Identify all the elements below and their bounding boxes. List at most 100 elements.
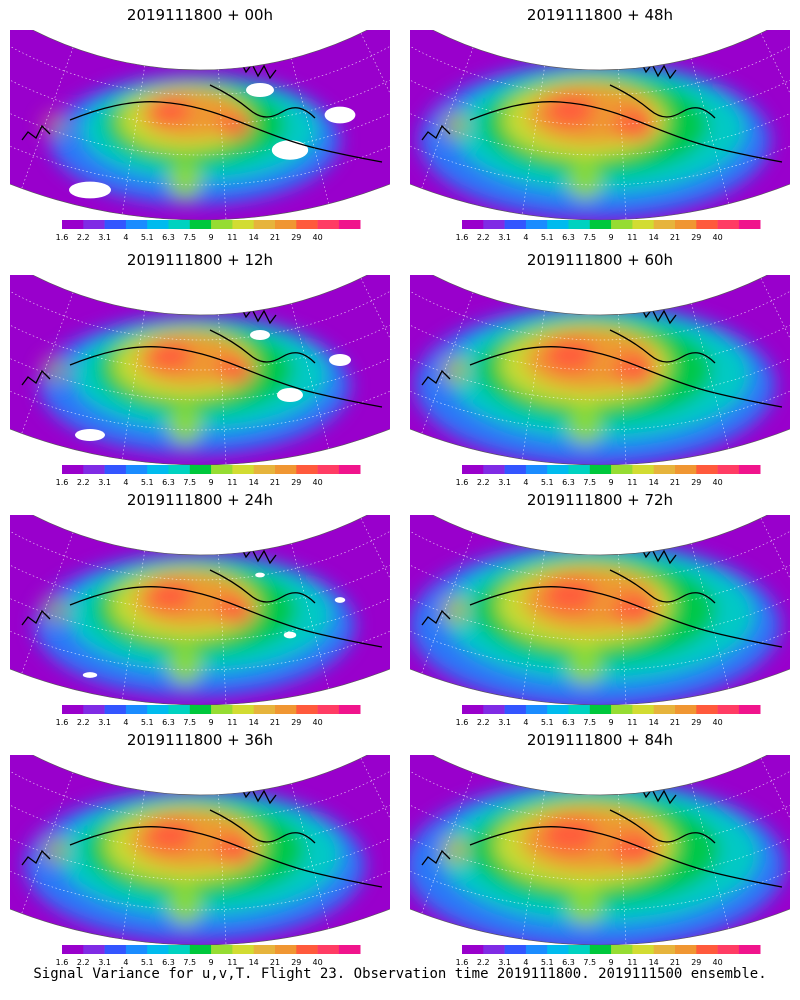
colorbar-swatch <box>547 705 569 714</box>
colorbar-swatch <box>483 945 505 954</box>
colorbar-swatch <box>696 705 718 714</box>
colorbar-swatch <box>189 705 212 714</box>
colorbar-swatch <box>275 465 297 474</box>
colorbar-swatch <box>83 945 105 954</box>
colorbar-label: 29 <box>691 958 701 967</box>
colorbar-swatch <box>62 705 84 714</box>
figure-caption: Signal Variance for u,v,T. Flight 23. Ob… <box>33 966 767 982</box>
coastline <box>421 784 783 888</box>
colorbar-label: 2.2 <box>77 233 90 242</box>
colorbar-swatch <box>296 465 318 474</box>
colorbar-swatch <box>589 220 612 229</box>
variance-field <box>410 275 790 465</box>
colorbar-swatch <box>738 220 761 229</box>
colorbar-swatch <box>104 945 127 954</box>
colorbar-swatch <box>675 465 697 474</box>
coastline <box>421 59 783 163</box>
colorbar-swatch <box>547 220 569 229</box>
colorbar-swatch <box>653 705 676 714</box>
colorbar-label: 6.3 <box>162 718 175 727</box>
colorbar-label: 6.3 <box>162 958 175 967</box>
colorbar-label: 1.6 <box>56 958 69 967</box>
colorbar-swatch <box>717 220 740 229</box>
panel-title: 2019111800 + 84h <box>526 731 674 749</box>
colorbar-label: 40 <box>713 958 723 967</box>
colorbar-swatch <box>653 465 676 474</box>
colorbar-label: 9 <box>609 478 614 487</box>
coastline <box>21 304 383 408</box>
colorbar-label: 11 <box>227 718 237 727</box>
colorbar-label: 1.6 <box>56 478 69 487</box>
colorbar-label: 7.5 <box>583 233 596 242</box>
colorbar: 1.6 2.2 3.1 4 5.1 6.3 7.5 9 11 14 21 29 40 <box>56 705 361 727</box>
colorbar-label: 1.6 <box>56 718 69 727</box>
colorbar-label: 3.1 <box>498 958 511 967</box>
colorbar: 1.6 2.2 3.1 4 5.1 6.3 7.5 9 11 14 21 29 40 <box>456 465 761 487</box>
colorbar-label: 2.2 <box>477 958 490 967</box>
colorbar-label: 40 <box>713 478 723 487</box>
colorbar-swatch <box>83 705 105 714</box>
colorbar-label: 21 <box>670 718 680 727</box>
colorbar-swatch <box>462 705 484 714</box>
colorbar-label: 9 <box>609 233 614 242</box>
colorbar-label: 1.6 <box>56 233 69 242</box>
colorbar-label: 2.2 <box>477 233 490 242</box>
colorbar-swatch <box>611 945 633 954</box>
variance-map <box>10 515 390 706</box>
colorbar-swatch <box>275 705 297 714</box>
colorbar-label: 9 <box>609 718 614 727</box>
colorbar-label: 7.5 <box>583 718 596 727</box>
colorbar-swatch <box>483 220 505 229</box>
colorbar-swatch <box>504 220 527 229</box>
colorbar-label: 2.2 <box>77 718 90 727</box>
colorbar-label: 2.2 <box>477 718 490 727</box>
variance-field <box>10 755 390 945</box>
colorbar-label: 40 <box>313 718 323 727</box>
variance-field <box>410 515 790 705</box>
colorbar-label: 40 <box>313 958 323 967</box>
colorbar-swatch <box>696 465 718 474</box>
colorbar-swatch <box>168 465 191 474</box>
colorbar-swatch <box>738 945 761 954</box>
colorbar-swatch <box>589 465 612 474</box>
colorbar-swatch <box>104 220 127 229</box>
variance-map <box>10 755 390 946</box>
colorbar-swatch <box>462 465 484 474</box>
variance-field <box>410 30 790 220</box>
colorbar-label: 1.6 <box>456 233 469 242</box>
colorbar-label: 21 <box>670 958 680 967</box>
colorbar-label: 21 <box>670 233 680 242</box>
colorbar-swatch <box>525 705 548 714</box>
panel-title: 2019111800 + 60h <box>526 251 674 269</box>
colorbar-swatch <box>62 945 84 954</box>
colorbar-label: 21 <box>270 958 280 967</box>
colorbar-label: 14 <box>649 958 659 967</box>
colorbar: 1.6 2.2 3.1 4 5.1 6.3 7.5 9 11 14 21 29 40 <box>456 220 761 242</box>
variance-field <box>10 275 390 465</box>
colorbar-swatch <box>296 705 318 714</box>
colorbar-swatch <box>211 945 233 954</box>
colorbar-label: 3.1 <box>498 478 511 487</box>
colorbar-label: 2.2 <box>77 958 90 967</box>
colorbar-swatch <box>189 465 212 474</box>
colorbar-label: 6.3 <box>562 478 575 487</box>
colorbar-label: 40 <box>313 478 323 487</box>
variance-map <box>10 30 390 221</box>
colorbar-swatch <box>125 705 148 714</box>
colorbar-label: 1.6 <box>456 478 469 487</box>
colorbar-swatch <box>317 945 340 954</box>
colorbar-label: 5.1 <box>141 233 154 242</box>
colorbar-swatch <box>504 945 527 954</box>
colorbar-label: 4 <box>523 478 528 487</box>
variance-map <box>10 275 390 466</box>
colorbar-label: 1.6 <box>456 958 469 967</box>
colorbar-label: 7.5 <box>183 958 196 967</box>
colorbar-label: 2.2 <box>477 478 490 487</box>
panel-title: 2019111800 + 48h <box>526 6 674 24</box>
colorbar-swatch <box>525 465 548 474</box>
colorbar-swatch <box>317 220 340 229</box>
colorbar-label: 4 <box>523 233 528 242</box>
colorbar-swatch <box>253 945 276 954</box>
colorbar-swatch <box>211 465 233 474</box>
colorbar-swatch <box>232 220 254 229</box>
